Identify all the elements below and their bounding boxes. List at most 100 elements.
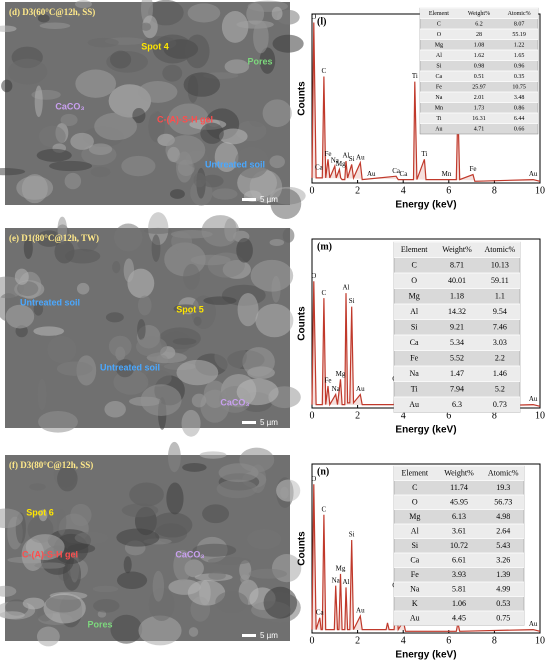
x-tick-label: 4	[401, 185, 406, 196]
texture	[148, 110, 165, 143]
texture	[212, 188, 238, 200]
texture	[57, 466, 78, 492]
texture	[47, 335, 77, 364]
x-tick-label: 6	[446, 635, 451, 646]
texture	[216, 479, 258, 499]
table-cell: 0.73	[493, 400, 507, 409]
table-row-shade	[394, 304, 520, 320]
texture	[92, 585, 119, 593]
table-cell: O	[437, 32, 442, 38]
texture	[272, 34, 304, 53]
texture	[201, 174, 224, 188]
x-axis-label: Energy (keV)	[395, 650, 456, 661]
table-cell: 25.97	[472, 85, 486, 91]
panel-label: (l)	[317, 16, 326, 27]
table-cell: Si	[411, 323, 418, 332]
texture	[187, 3, 221, 23]
table-cell: Al	[410, 307, 419, 316]
x-axis-label: Energy (keV)	[395, 425, 456, 436]
texture	[138, 81, 178, 103]
texture	[169, 189, 185, 199]
texture	[145, 369, 172, 387]
table-cell: 8.71	[450, 261, 464, 270]
x-tick-label: 6	[446, 185, 451, 196]
texture	[190, 254, 231, 266]
texture	[45, 594, 82, 613]
table-cell: 5.43	[496, 541, 510, 550]
peak-label: Au	[367, 170, 376, 178]
scale-label: 5 µm	[260, 631, 278, 640]
table-header: Atomic%	[508, 11, 531, 17]
table-cell: 1.39	[496, 570, 510, 579]
peak-label: Au	[356, 385, 365, 393]
texture	[185, 34, 210, 69]
table-row-shade	[420, 29, 538, 40]
texture	[34, 562, 66, 569]
panel-label: (n)	[317, 466, 329, 477]
texture	[64, 172, 82, 190]
peak-label: Ca	[315, 163, 324, 171]
texture	[176, 359, 219, 386]
texture	[36, 626, 60, 647]
peak-label: Au	[356, 153, 365, 161]
table-header: Element	[401, 469, 428, 478]
texture	[200, 122, 224, 144]
table-cell: 7.94	[450, 385, 464, 394]
texture	[262, 99, 292, 128]
y-axis-label: Counts	[297, 306, 308, 341]
texture	[76, 282, 90, 295]
texture	[132, 108, 146, 124]
texture	[148, 0, 184, 26]
table-cell: Fe	[411, 570, 419, 579]
table-cell: 45.95	[450, 498, 468, 507]
table-cell: Ti	[436, 116, 441, 122]
peak-label: Au	[529, 170, 538, 178]
table-cell: 55.19	[512, 32, 526, 38]
x-tick-label: 2	[355, 185, 360, 196]
texture	[250, 259, 294, 292]
table-cell: Na	[409, 369, 419, 378]
texture	[29, 483, 46, 491]
texture	[282, 228, 295, 243]
peak-label: Fe	[469, 165, 476, 173]
table-row-shade	[394, 335, 520, 351]
table-row-shade	[394, 553, 524, 568]
table-cell: 1.1	[495, 292, 505, 301]
texture	[64, 248, 101, 264]
texture	[123, 556, 132, 574]
panel-label: (m)	[317, 241, 332, 252]
texture	[57, 216, 68, 242]
texture	[60, 113, 78, 127]
x-tick-label: 10	[535, 635, 545, 646]
texture	[203, 296, 237, 305]
texture	[90, 166, 111, 178]
texture	[116, 528, 160, 547]
table-cell: 10.72	[450, 541, 468, 550]
table-cell: Ti	[411, 385, 419, 394]
texture	[14, 268, 29, 285]
table-cell: 0.35	[514, 74, 525, 80]
texture	[193, 316, 202, 326]
table-cell: 1.47	[450, 369, 464, 378]
image-annotation: C-(A)-S-H gel	[157, 114, 213, 124]
texture	[70, 503, 92, 527]
texture	[36, 230, 62, 247]
table-cell: 59.11	[491, 276, 509, 285]
table-cell: 1.73	[474, 106, 485, 112]
peak-label: Au	[529, 395, 538, 403]
table-cell: 0.53	[496, 599, 510, 608]
texture	[39, 22, 71, 29]
x-tick-label: 6	[446, 410, 451, 421]
texture	[202, 504, 230, 524]
table-cell: 1.08	[474, 43, 485, 49]
texture	[247, 0, 289, 12]
texture	[70, 132, 94, 150]
texture	[215, 591, 249, 614]
texture	[0, 585, 17, 597]
table-row-shade	[394, 611, 524, 626]
peak-label: Mg	[336, 370, 346, 378]
table-cell: 0.51	[474, 74, 485, 80]
texture	[140, 384, 182, 416]
table-cell: Ca	[410, 556, 419, 565]
